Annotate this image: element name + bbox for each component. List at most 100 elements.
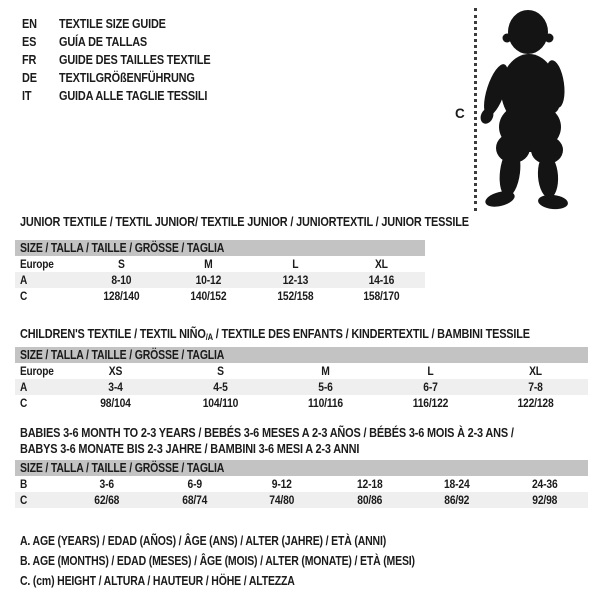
table-cell: 68/74 [181, 493, 207, 507]
table-cell: 10-12 [195, 273, 221, 287]
table-cell: 3-6 [99, 477, 115, 491]
table-cell: 110/116 [308, 396, 343, 410]
table-cell: 116/122 [412, 396, 449, 410]
language-row-fr: FR GUIDE DES TAILLES TEXTILE [22, 51, 239, 69]
table-cell: XL [529, 364, 542, 378]
size-bar-label: SIZE / TALLA / TAILLE / GRÖSSE / TAGLIA [20, 241, 225, 255]
language-title: GUIDA ALLE TAGLIE TESSILI [59, 88, 208, 103]
table-cell: 80/86 [356, 493, 382, 507]
table-row: C 128/140 140/152 152/158 158/170 [15, 288, 425, 304]
height-measure-dotted-line [474, 8, 477, 211]
size-bar: SIZE / TALLA / TAILLE / GRÖSSE / TAGLIA [15, 347, 588, 363]
table-cell: 122/128 [517, 396, 554, 410]
table-row: A 3-4 4-5 5-6 6-7 7-8 [15, 379, 588, 395]
table-cell: 62/68 [94, 493, 120, 507]
language-code: DE [22, 70, 37, 85]
language-title: GUIDE DES TAILLES TEXTILE [59, 52, 211, 67]
row-label: C [20, 396, 28, 410]
language-code: EN [22, 16, 37, 31]
table-cell: XS [108, 364, 123, 378]
table-cell: 9-12 [271, 477, 292, 491]
babies-table-rows: B 3-6 6-9 9-12 12-18 18-24 24-36 C 62/68 68/74 74/… [15, 476, 588, 508]
table-cell: 152/158 [276, 289, 313, 303]
table-cell: S [118, 257, 125, 271]
table-cell: 8-10 [111, 273, 132, 287]
table-cell: 12-13 [282, 273, 308, 287]
table-cell: 6-7 [423, 380, 438, 394]
table-cell: 4-5 [213, 380, 228, 394]
height-measure-label: C [455, 106, 465, 121]
table-cell: 98/104 [100, 396, 131, 410]
children-table-rows: Europe XS S M L XL A 3-4 4-5 5-6 6-7 7-8 C 98/104 104/… [15, 363, 588, 411]
row-label: Europe [20, 364, 54, 378]
children-section-title: CHILDREN'S TEXTILE / TEXTIL NIÑO/A / TEX… [20, 326, 600, 346]
junior-table-rows: Europe S M L XL A 8-10 10-12 12-13 14-16 C 128/140 1… [15, 256, 425, 304]
children-title-text: CHILDREN'S TEXTILE / TEXTIL NIÑO/A / TEX… [20, 326, 530, 342]
language-code: FR [22, 52, 37, 67]
table-cell: S [217, 364, 224, 378]
table-cell: 14-16 [368, 273, 395, 287]
table-row: A 8-10 10-12 12-13 14-16 [15, 272, 425, 288]
footnote-a: A. AGE (YEARS) / EDAD (AÑOS) / ÂGE (ANS)… [20, 534, 387, 548]
baby-silhouette-icon [480, 10, 568, 210]
table-cell: 24-36 [531, 477, 558, 491]
footnote-c: C. (cm) HEIGHT / ALTURA / HAUTEUR / HÖHE… [20, 574, 295, 588]
language-title: TEXTILE SIZE GUIDE [59, 16, 166, 31]
size-bar: SIZE / TALLA / TAILLE / GRÖSSE / TAGLIA [15, 240, 425, 256]
table-cell: 74/80 [269, 493, 295, 507]
table-cell: 12-18 [356, 477, 383, 491]
junior-size-table: SIZE / TALLA / TAILLE / GRÖSSE / TAGLIA … [15, 240, 425, 304]
size-bar-label: SIZE / TALLA / TAILLE / GRÖSSE / TAGLIA [20, 461, 225, 475]
row-label: B [20, 477, 28, 491]
table-cell: 7-8 [528, 380, 543, 394]
table-cell: M [321, 364, 330, 378]
language-list: EN TEXTILE SIZE GUIDE ES GUÍA DE TALLAS … [22, 15, 239, 105]
table-cell: L [291, 257, 298, 271]
language-title: TEXTILGRÖßENFÜHRUNG [59, 70, 195, 85]
footnote-b: B. AGE (MONTHS) / EDAD (MESES) / ÂGE (MO… [20, 554, 415, 568]
row-label: C [20, 493, 28, 507]
table-cell: 158/170 [363, 289, 400, 303]
table-row: B 3-6 6-9 9-12 12-18 18-24 24-36 [15, 476, 588, 492]
table-row: C 98/104 104/110 110/116 116/122 122/128 [15, 395, 588, 411]
size-bar: SIZE / TALLA / TAILLE / GRÖSSE / TAGLIA [15, 460, 588, 476]
table-cell: M [203, 257, 213, 271]
language-row-es: ES GUÍA DE TALLAS [22, 33, 239, 51]
junior-title-text: JUNIOR TEXTILE / TEXTIL JUNIOR/ TEXTILE … [20, 214, 469, 229]
footnotes: A. AGE (YEARS) / EDAD (AÑOS) / ÂGE (ANS)… [20, 531, 490, 591]
language-row-it: IT GUIDA ALLE TAGLIE TESSILI [22, 87, 239, 105]
table-cell: 92/98 [531, 493, 557, 507]
babies-title-line2: BABYS 3-6 MONATE BIS 2-3 JAHRE / BAMBINI… [20, 440, 360, 456]
babies-title-line1: BABIES 3-6 MONTH TO 2-3 YEARS / BEBÉS 3-… [20, 425, 514, 440]
size-bar-label: SIZE / TALLA / TAILLE / GRÖSSE / TAGLIA [20, 348, 225, 362]
babies-size-table: SIZE / TALLA / TAILLE / GRÖSSE / TAGLIA … [15, 460, 588, 508]
row-label: Europe [20, 257, 54, 271]
table-row: Europe S M L XL [15, 256, 425, 272]
table-cell: 128/140 [103, 289, 140, 303]
babies-section-title: BABIES 3-6 MONTH TO 2-3 YEARS / BEBÉS 3-… [20, 425, 600, 456]
table-cell: 5-6 [318, 380, 333, 394]
table-cell: 18-24 [443, 477, 470, 491]
table-row: C 62/68 68/74 74/80 80/86 86/92 92/98 [15, 492, 588, 508]
table-cell: 6-9 [187, 477, 202, 491]
language-row-en: EN TEXTILE SIZE GUIDE [22, 15, 239, 33]
table-cell: 104/110 [202, 396, 239, 410]
table-cell: 3-4 [108, 380, 123, 394]
language-code: ES [22, 34, 37, 49]
row-label: A [20, 273, 28, 287]
language-title: GUÍA DE TALLAS [59, 34, 148, 49]
table-cell: 140/152 [190, 289, 227, 303]
junior-section-title: JUNIOR TEXTILE / TEXTIL JUNIOR/ TEXTILE … [20, 214, 554, 230]
children-size-table: SIZE / TALLA / TAILLE / GRÖSSE / TAGLIA … [15, 347, 588, 411]
language-code: IT [22, 88, 32, 103]
table-cell: L [427, 364, 434, 378]
row-label: A [20, 380, 28, 394]
table-cell: XL [375, 257, 389, 271]
row-label: C [20, 289, 28, 303]
table-cell: 86/92 [444, 493, 470, 507]
children-title-subscript: /A [205, 332, 213, 342]
language-row-de: DE TEXTILGRÖßENFÜHRUNG [22, 69, 239, 87]
baby-figure: C [440, 0, 600, 220]
table-row: Europe XS S M L XL [15, 363, 588, 379]
